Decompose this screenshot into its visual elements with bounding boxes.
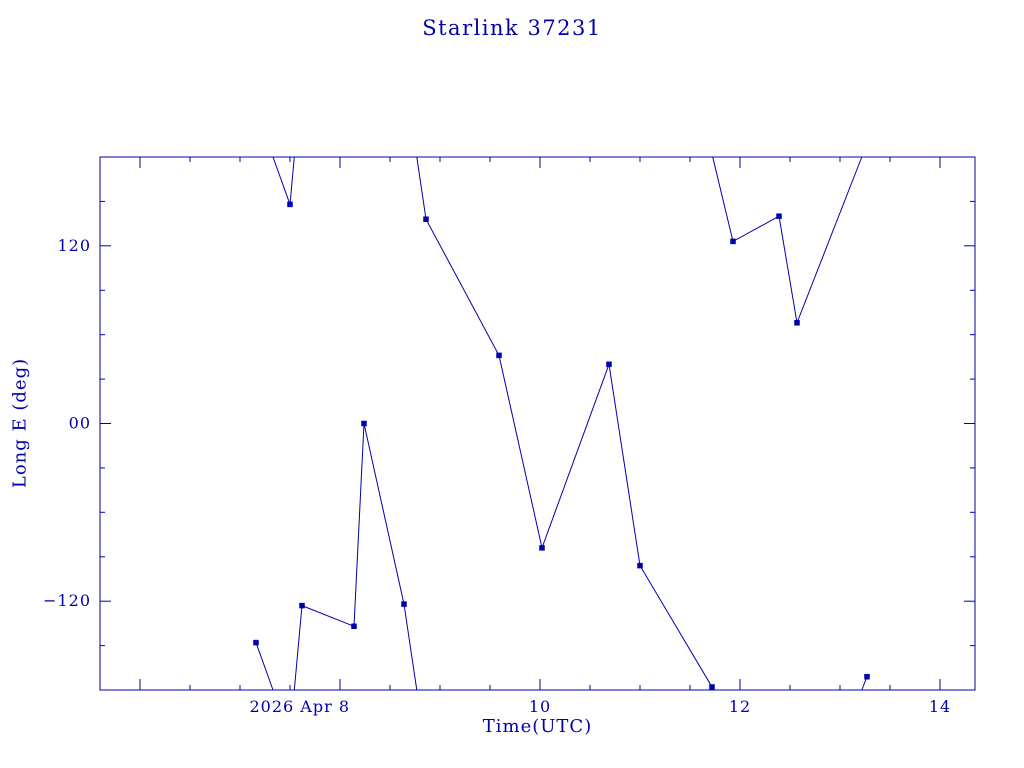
chart-title: Starlink 37231 (422, 16, 602, 40)
data-point-marker (496, 352, 502, 359)
x-axis-label: Time(UTC) (482, 716, 593, 737)
data-point-marker (606, 361, 612, 368)
data-series-segment (416, 156, 714, 691)
data-point-marker (401, 601, 407, 607)
data-point-marker (794, 320, 800, 326)
data-series-segment (293, 423, 418, 691)
data-series-segment (272, 156, 295, 205)
y-tick-label: −120 (43, 591, 91, 610)
plot-frame (99, 156, 976, 691)
data-point-marker (776, 213, 782, 219)
data-point-marker (864, 673, 870, 680)
data-point-marker (539, 545, 545, 551)
data-point-marker (423, 216, 429, 222)
data-point-marker (709, 684, 715, 690)
y-tick-label: 00 (69, 414, 91, 433)
data-point-marker (253, 639, 259, 646)
data-point-marker (351, 623, 357, 630)
data-point-marker (361, 420, 367, 427)
y-tick-label: 120 (57, 236, 91, 255)
x-tick-label: 10 (529, 697, 551, 716)
data-point-marker (299, 602, 305, 609)
x-tick-label: 2026 Apr 8 (249, 697, 350, 716)
data-point-marker (287, 201, 293, 208)
x-tick-label: 14 (929, 697, 951, 716)
data-point-marker (730, 238, 736, 245)
data-series-segment (255, 642, 274, 691)
x-tick-label: 12 (729, 697, 751, 716)
data-point-marker (637, 562, 643, 569)
